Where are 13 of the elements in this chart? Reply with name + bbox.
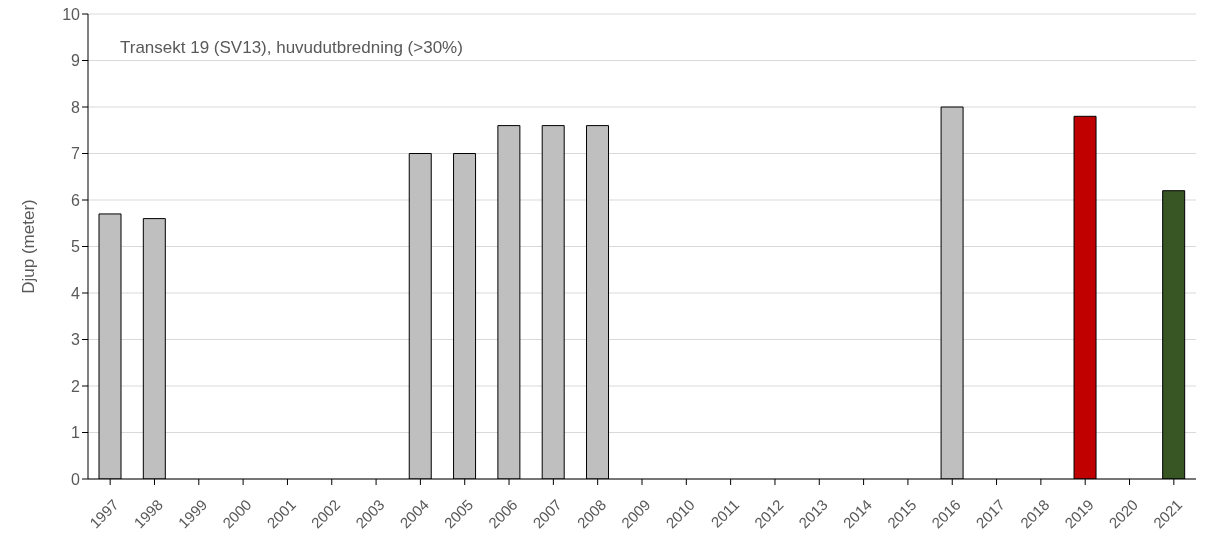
y-tick-label: 6 bbox=[71, 191, 81, 209]
y-tick-label: 0 bbox=[71, 470, 81, 488]
y-tick-label: 2 bbox=[71, 377, 81, 395]
y-tick-label: 3 bbox=[71, 331, 81, 349]
y-tick-label: 8 bbox=[71, 98, 81, 116]
y-axis-title: Djup (meter) bbox=[19, 199, 39, 294]
y-tick-label: 10 bbox=[62, 5, 81, 23]
y-tick-label: 9 bbox=[71, 52, 81, 70]
y-tick-label: 4 bbox=[71, 284, 81, 302]
text: Transekt 19 (SV13), huvudutbredning (>30%) bbox=[120, 38, 463, 58]
y-tick-label: 7 bbox=[71, 145, 81, 163]
y-tick-label: 1 bbox=[71, 424, 81, 442]
y-tick-label: 5 bbox=[71, 238, 81, 256]
